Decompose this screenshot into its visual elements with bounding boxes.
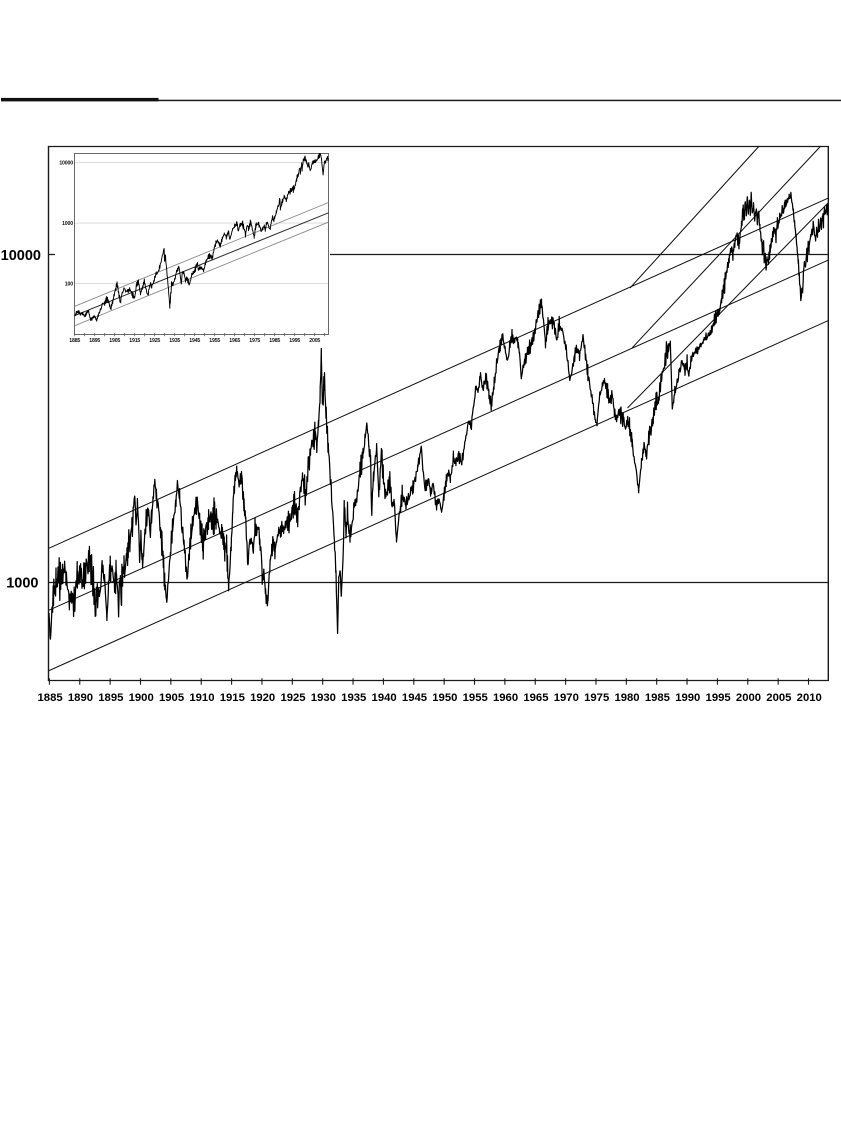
svg-text:1920: 1920 bbox=[250, 692, 275, 704]
svg-text:10000: 10000 bbox=[59, 161, 73, 167]
svg-text:1980: 1980 bbox=[614, 692, 639, 704]
svg-text:1925: 1925 bbox=[280, 692, 305, 704]
svg-text:1900: 1900 bbox=[129, 692, 154, 704]
svg-text:1890: 1890 bbox=[68, 692, 93, 704]
svg-text:1960: 1960 bbox=[493, 692, 518, 704]
svg-text:1915: 1915 bbox=[220, 692, 245, 704]
svg-text:1975: 1975 bbox=[249, 338, 260, 344]
svg-text:1950: 1950 bbox=[432, 692, 457, 704]
svg-text:1925: 1925 bbox=[149, 338, 160, 344]
svg-text:1885: 1885 bbox=[69, 338, 80, 344]
svg-text:1910: 1910 bbox=[189, 692, 214, 704]
svg-text:1975: 1975 bbox=[584, 692, 609, 704]
svg-text:1915: 1915 bbox=[129, 338, 140, 344]
svg-text:100: 100 bbox=[65, 282, 73, 288]
svg-text:10000: 10000 bbox=[1, 248, 41, 264]
svg-text:1965: 1965 bbox=[229, 338, 240, 344]
svg-text:2005: 2005 bbox=[309, 338, 320, 344]
svg-text:1945: 1945 bbox=[189, 338, 200, 344]
svg-text:2005: 2005 bbox=[766, 692, 791, 704]
svg-text:1995: 1995 bbox=[289, 338, 300, 344]
svg-text:1955: 1955 bbox=[209, 338, 220, 344]
svg-text:2000: 2000 bbox=[736, 692, 761, 704]
svg-text:1905: 1905 bbox=[109, 338, 120, 344]
svg-text:1000: 1000 bbox=[6, 576, 38, 592]
svg-text:1905: 1905 bbox=[159, 692, 184, 704]
svg-text:1945: 1945 bbox=[402, 692, 427, 704]
svg-text:1970: 1970 bbox=[554, 692, 579, 704]
svg-text:1930: 1930 bbox=[311, 692, 336, 704]
svg-text:1885: 1885 bbox=[38, 692, 63, 704]
svg-text:2010: 2010 bbox=[797, 692, 822, 704]
svg-text:1000: 1000 bbox=[62, 221, 73, 227]
svg-text:1895: 1895 bbox=[98, 692, 123, 704]
svg-text:1935: 1935 bbox=[169, 338, 180, 344]
svg-text:1995: 1995 bbox=[706, 692, 731, 704]
svg-text:1940: 1940 bbox=[372, 692, 397, 704]
svg-text:1985: 1985 bbox=[269, 338, 280, 344]
svg-text:1895: 1895 bbox=[89, 338, 100, 344]
svg-text:1935: 1935 bbox=[341, 692, 366, 704]
svg-text:1990: 1990 bbox=[675, 692, 700, 704]
svg-text:1985: 1985 bbox=[645, 692, 670, 704]
svg-text:1965: 1965 bbox=[523, 692, 548, 704]
svg-text:1955: 1955 bbox=[463, 692, 488, 704]
